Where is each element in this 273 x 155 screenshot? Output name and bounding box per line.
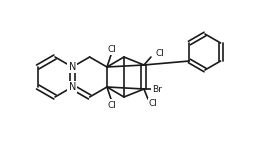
Text: Cl: Cl xyxy=(108,100,116,109)
Text: Br: Br xyxy=(152,84,162,93)
Text: N: N xyxy=(69,82,76,92)
Text: N: N xyxy=(69,62,76,72)
Text: Cl: Cl xyxy=(149,100,158,108)
Text: Cl: Cl xyxy=(108,44,116,53)
Text: Cl: Cl xyxy=(156,49,165,58)
